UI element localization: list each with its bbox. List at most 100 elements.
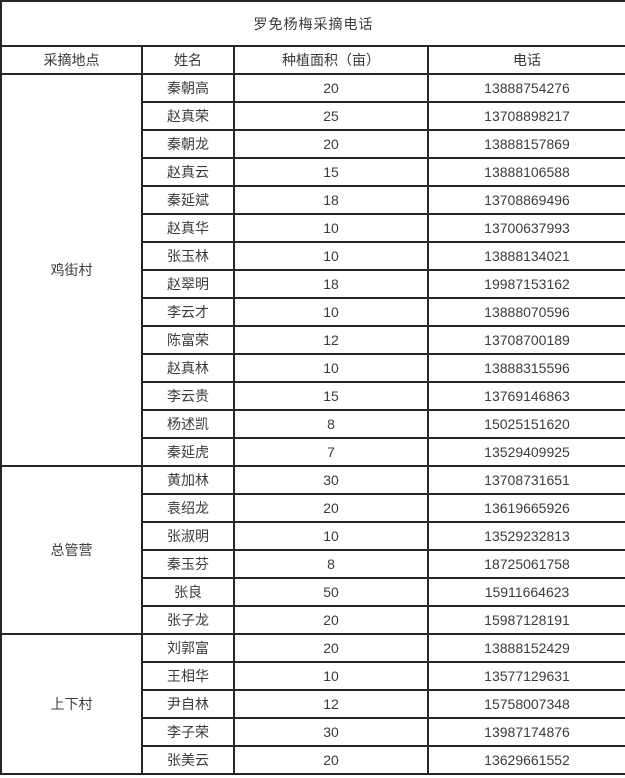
page-title: 罗免杨梅采摘电话 xyxy=(0,0,625,47)
table-row: 总管营 黄加林 30 13708731651 xyxy=(0,465,625,635)
column-header-area: 种植面积（亩） xyxy=(233,45,429,75)
area-cell: 18 xyxy=(233,269,429,299)
phone-cell: 15987128191 xyxy=(427,605,625,635)
phone-cell: 13700637993 xyxy=(427,213,625,243)
column-header-name: 姓名 xyxy=(141,45,235,75)
name-cell: 赵真云 xyxy=(141,157,235,187)
name-cell: 赵真林 xyxy=(141,353,235,383)
area-cell: 20 xyxy=(233,633,429,663)
area-cell: 12 xyxy=(233,689,429,719)
phone-cell: 18725061758 xyxy=(427,549,625,579)
table-row: 张良 50 15911664623 xyxy=(1,577,625,607)
column-header-phone: 电话 xyxy=(427,45,625,75)
location-cell: 总管营 xyxy=(0,465,143,635)
table-row: 王相华 10 13577129631 xyxy=(1,661,625,691)
area-cell: 10 xyxy=(233,213,429,243)
name-cell: 赵真华 xyxy=(141,213,235,243)
phone-cell: 13708700189 xyxy=(427,325,625,355)
area-cell: 20 xyxy=(233,73,429,103)
area-cell: 10 xyxy=(233,521,429,551)
name-cell: 杨述凯 xyxy=(141,409,235,439)
table-row: 尹自林 12 15758007348 xyxy=(1,689,625,719)
title-row: 罗免杨梅采摘电话 xyxy=(0,0,625,47)
name-cell: 赵翠明 xyxy=(141,269,235,299)
location-cell: 鸡街村 xyxy=(0,73,143,467)
table-row: 秦延虎 7 13529409925 xyxy=(1,437,625,467)
table-row: 李子荣 30 13987174876 xyxy=(1,717,625,747)
name-cell: 袁绍龙 xyxy=(141,493,235,523)
phone-cell: 13708731651 xyxy=(427,465,625,495)
area-cell: 30 xyxy=(233,717,429,747)
table-row: 赵翠明 18 19987153162 xyxy=(1,269,625,299)
area-cell: 8 xyxy=(233,409,429,439)
name-cell: 秦朝龙 xyxy=(141,129,235,159)
phone-cell: 13987174876 xyxy=(427,717,625,747)
table-row: 鸡街村 秦朝高 20 13888754276 xyxy=(0,73,625,467)
area-cell: 10 xyxy=(233,241,429,271)
name-cell: 尹自林 xyxy=(141,689,235,719)
table-row: 张子龙 20 15987128191 xyxy=(1,605,625,635)
area-cell: 12 xyxy=(233,325,429,355)
table-row: 张美云 20 13629661552 xyxy=(1,745,625,775)
phone-cell: 13888754276 xyxy=(427,73,625,103)
table-row: 赵真华 10 13700637993 xyxy=(1,213,625,243)
area-cell: 10 xyxy=(233,297,429,327)
column-header-location: 采摘地点 xyxy=(0,45,143,75)
table-row: 张淑明 10 13529232813 xyxy=(1,521,625,551)
area-cell: 20 xyxy=(233,745,429,775)
phone-cell: 13888106588 xyxy=(427,157,625,187)
area-cell: 10 xyxy=(233,353,429,383)
phone-cell: 15025151620 xyxy=(427,409,625,439)
name-cell: 赵真荣 xyxy=(141,101,235,131)
area-cell: 15 xyxy=(233,157,429,187)
phone-cell: 13888152429 xyxy=(427,633,625,663)
name-cell: 王相华 xyxy=(141,661,235,691)
name-cell: 张淑明 xyxy=(141,521,235,551)
phone-cell: 15758007348 xyxy=(427,689,625,719)
phone-cell: 13708869496 xyxy=(427,185,625,215)
name-cell: 李子荣 xyxy=(141,717,235,747)
name-cell: 秦延斌 xyxy=(141,185,235,215)
table-row: 赵真林 10 13888315596 xyxy=(1,353,625,383)
table-row: 赵真云 15 13888106588 xyxy=(1,157,625,187)
table-row: 秦朝龙 20 13888157869 xyxy=(1,129,625,159)
phone-cell: 13529232813 xyxy=(427,521,625,551)
name-cell: 张子龙 xyxy=(141,605,235,635)
area-cell: 20 xyxy=(233,605,429,635)
phone-cell: 15911664623 xyxy=(427,577,625,607)
area-cell: 30 xyxy=(233,465,429,495)
phone-cell: 13888315596 xyxy=(427,353,625,383)
name-cell: 秦朝高 xyxy=(141,73,235,103)
phone-cell: 13619665926 xyxy=(427,493,625,523)
table-row: 陈富荣 12 13708700189 xyxy=(1,325,625,355)
area-cell: 25 xyxy=(233,101,429,131)
area-cell: 20 xyxy=(233,493,429,523)
table-row: 秦延斌 18 13708869496 xyxy=(1,185,625,215)
table-row: 张玉林 10 13888134021 xyxy=(1,241,625,271)
table-body: 鸡街村 秦朝高 20 13888754276 赵真荣 25 13708898217 秦朝龙 20… xyxy=(0,73,625,775)
phone-cell: 13888134021 xyxy=(427,241,625,271)
phone-cell: 13577129631 xyxy=(427,661,625,691)
name-cell: 李云贵 xyxy=(141,381,235,411)
phone-cell: 13888070596 xyxy=(427,297,625,327)
name-cell: 陈富荣 xyxy=(141,325,235,355)
table-row: 秦玉芬 8 18725061758 xyxy=(1,549,625,579)
phone-cell: 13769146863 xyxy=(427,381,625,411)
area-cell: 15 xyxy=(233,381,429,411)
table-row: 杨述凯 8 15025151620 xyxy=(1,409,625,439)
area-cell: 20 xyxy=(233,129,429,159)
area-cell: 10 xyxy=(233,661,429,691)
area-cell: 50 xyxy=(233,577,429,607)
name-cell: 秦延虎 xyxy=(141,437,235,467)
name-cell: 刘郭富 xyxy=(141,633,235,663)
area-cell: 18 xyxy=(233,185,429,215)
location-cell: 上下村 xyxy=(0,633,143,775)
area-cell: 8 xyxy=(233,549,429,579)
table-row: 上下村 刘郭富 20 13888152429 xyxy=(0,633,625,775)
table-row: 袁绍龙 20 13619665926 xyxy=(1,493,625,523)
name-cell: 李云才 xyxy=(141,297,235,327)
name-cell: 张美云 xyxy=(141,745,235,775)
name-cell: 张玉林 xyxy=(141,241,235,271)
name-cell: 秦玉芬 xyxy=(141,549,235,579)
